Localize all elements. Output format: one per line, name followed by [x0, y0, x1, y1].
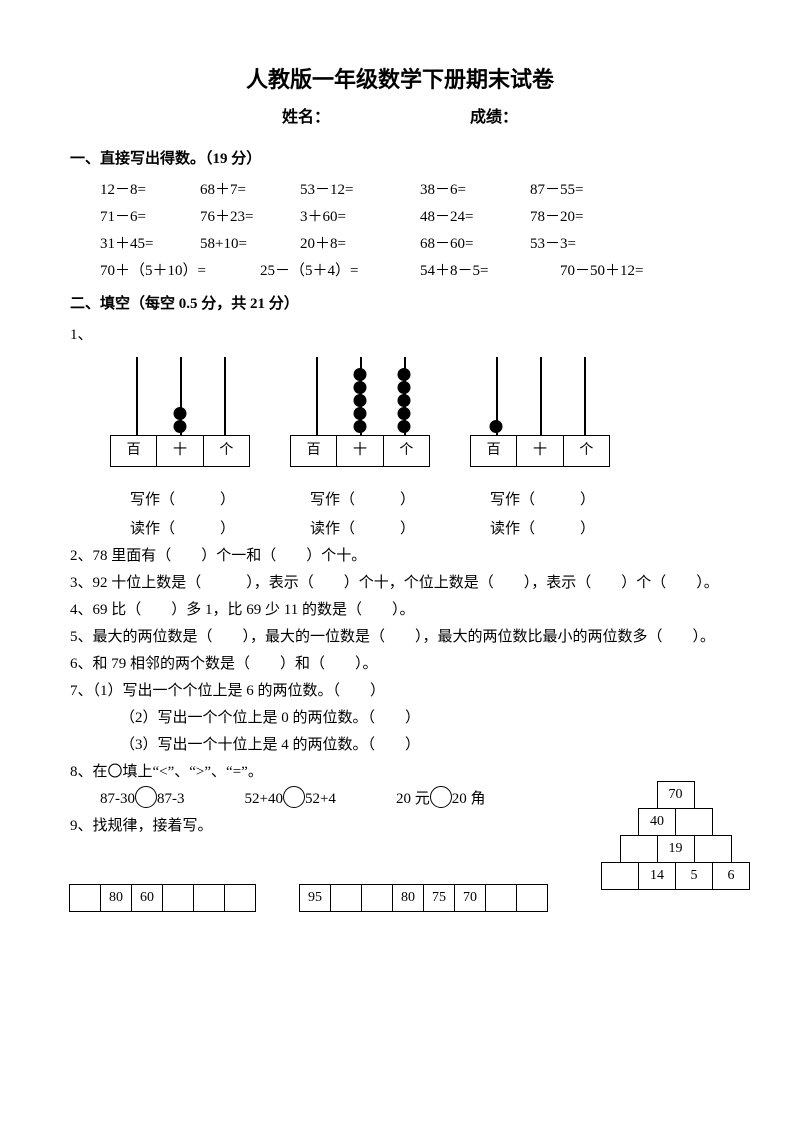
eq: 25－（5＋4）=	[260, 258, 420, 285]
eq: 71－6=	[100, 204, 200, 231]
q8-left: 87-30	[100, 791, 135, 807]
abacus-label: 百	[471, 436, 516, 465]
eq-row-1: 12－8= 68＋7= 53－12= 38－6= 87－55=	[100, 177, 730, 204]
sequences-wrap: 8060 95807570 7040191456	[70, 844, 730, 954]
circle-icon	[283, 786, 305, 808]
eq-row-4: 70＋（5＋10）= 25－（5＋4）= 54＋8－5= 70－50＋12=	[100, 258, 730, 285]
eq: 58+10=	[200, 231, 300, 258]
abacus-row: 百 十 个 百 十 个 百 十 个	[110, 355, 730, 466]
write-row: 写作（ ） 写作（ ） 写作（ ）	[130, 487, 730, 514]
eq: 3＋60=	[300, 204, 420, 231]
abacus-label: 百	[111, 436, 156, 465]
score-label: 成绩：	[449, 104, 539, 133]
q1-label: 1、	[70, 322, 730, 349]
abacus-label: 个	[563, 436, 609, 465]
q2: 2、78 里面有（ ）个一和（ ）个十。	[70, 543, 730, 570]
q8-right: 87-3	[157, 791, 185, 807]
eq: 76＋23=	[200, 204, 300, 231]
eq: 38－6=	[420, 177, 530, 204]
eq: 78－20=	[530, 204, 650, 231]
eq: 48－24=	[420, 204, 530, 231]
q8-right: 20 角	[452, 791, 486, 807]
abacus-label: 个	[203, 436, 249, 465]
q3: 3、92 十位上数是（ ），表示（ ）个十，个位上数是（ ），表示（ ）个（ ）…	[70, 570, 730, 597]
q4: 4、69 比（ ）多 1，比 69 少 11 的数是（ ）。	[70, 597, 730, 624]
eq: 70－50＋12=	[560, 258, 710, 285]
abacus-2: 百 十 个	[290, 355, 430, 466]
q7-3: （3）写出一个十位上是 4 的两位数。（ ）	[120, 732, 730, 759]
abacus-label: 百	[291, 436, 336, 465]
eq: 31＋45=	[100, 231, 200, 258]
section-1-title: 一、直接写出得数。（19 分）	[70, 146, 730, 173]
write-blank: 写作（ ）	[490, 487, 630, 514]
circle-icon	[135, 786, 157, 808]
eq: 53－12=	[300, 177, 420, 204]
page-title: 人教版一年级数学下册期末试卷	[70, 60, 730, 100]
write-blank: 写作（ ）	[130, 487, 270, 514]
pyramid: 7040191456	[602, 782, 750, 890]
sequence-1: 8060	[70, 884, 256, 912]
q8-right: 52+4	[305, 791, 336, 807]
abacus-label: 个	[383, 436, 429, 465]
q8-left: 52+40	[245, 791, 283, 807]
eq-row-3: 31＋45= 58+10= 20＋8= 68－60= 53－3=	[100, 231, 730, 258]
eq-row-2: 71－6= 76＋23= 3＋60= 48－24= 78－20=	[100, 204, 730, 231]
q7-1: 7、（1）写出一个个位上是 6 的两位数。（ ）	[70, 678, 730, 705]
q8-item: 52+40 52+4	[245, 786, 336, 813]
eq: 53－3=	[530, 231, 650, 258]
eq: 68＋7=	[200, 177, 300, 204]
q8-left: 20 元	[396, 791, 430, 807]
eq: 68－60=	[420, 231, 530, 258]
q8-item: 20 元 20 角	[396, 786, 486, 813]
abacus-1: 百 十 个	[110, 355, 250, 466]
abacus-label: 十	[336, 436, 382, 465]
eq: 70＋（5＋10）=	[100, 258, 260, 285]
eq: 54＋8－5=	[420, 258, 560, 285]
q6: 6、和 79 相邻的两个数是（ ）和（ ）。	[70, 651, 730, 678]
abacus-label: 十	[156, 436, 202, 465]
circle-icon	[430, 786, 452, 808]
name-label: 姓名：	[261, 104, 351, 133]
q5: 5、最大的两位数是（ ），最大的一位数是（ ），最大的两位数比最小的两位数多（ …	[70, 624, 730, 651]
sequence-2: 95807570	[300, 884, 548, 912]
section-2-title: 二、填空（每空 0.5 分，共 21 分）	[70, 291, 730, 318]
read-row: 读作（ ） 读作（ ） 读作（ ）	[130, 516, 730, 543]
abacus-label: 十	[516, 436, 562, 465]
abacus-3: 百 十 个	[470, 355, 610, 466]
eq: 20＋8=	[300, 231, 420, 258]
q8-item: 87-30 87-3	[100, 786, 185, 813]
read-blank: 读作（ ）	[130, 516, 270, 543]
eq: 87－55=	[530, 177, 650, 204]
read-blank: 读作（ ）	[310, 516, 450, 543]
name-score-row: 姓名： 成绩：	[70, 104, 730, 133]
read-blank: 读作（ ）	[490, 516, 630, 543]
write-blank: 写作（ ）	[310, 487, 450, 514]
q7-2: （2）写出一个个位上是 0 的两位数。（ ）	[120, 705, 730, 732]
eq: 12－8=	[100, 177, 200, 204]
